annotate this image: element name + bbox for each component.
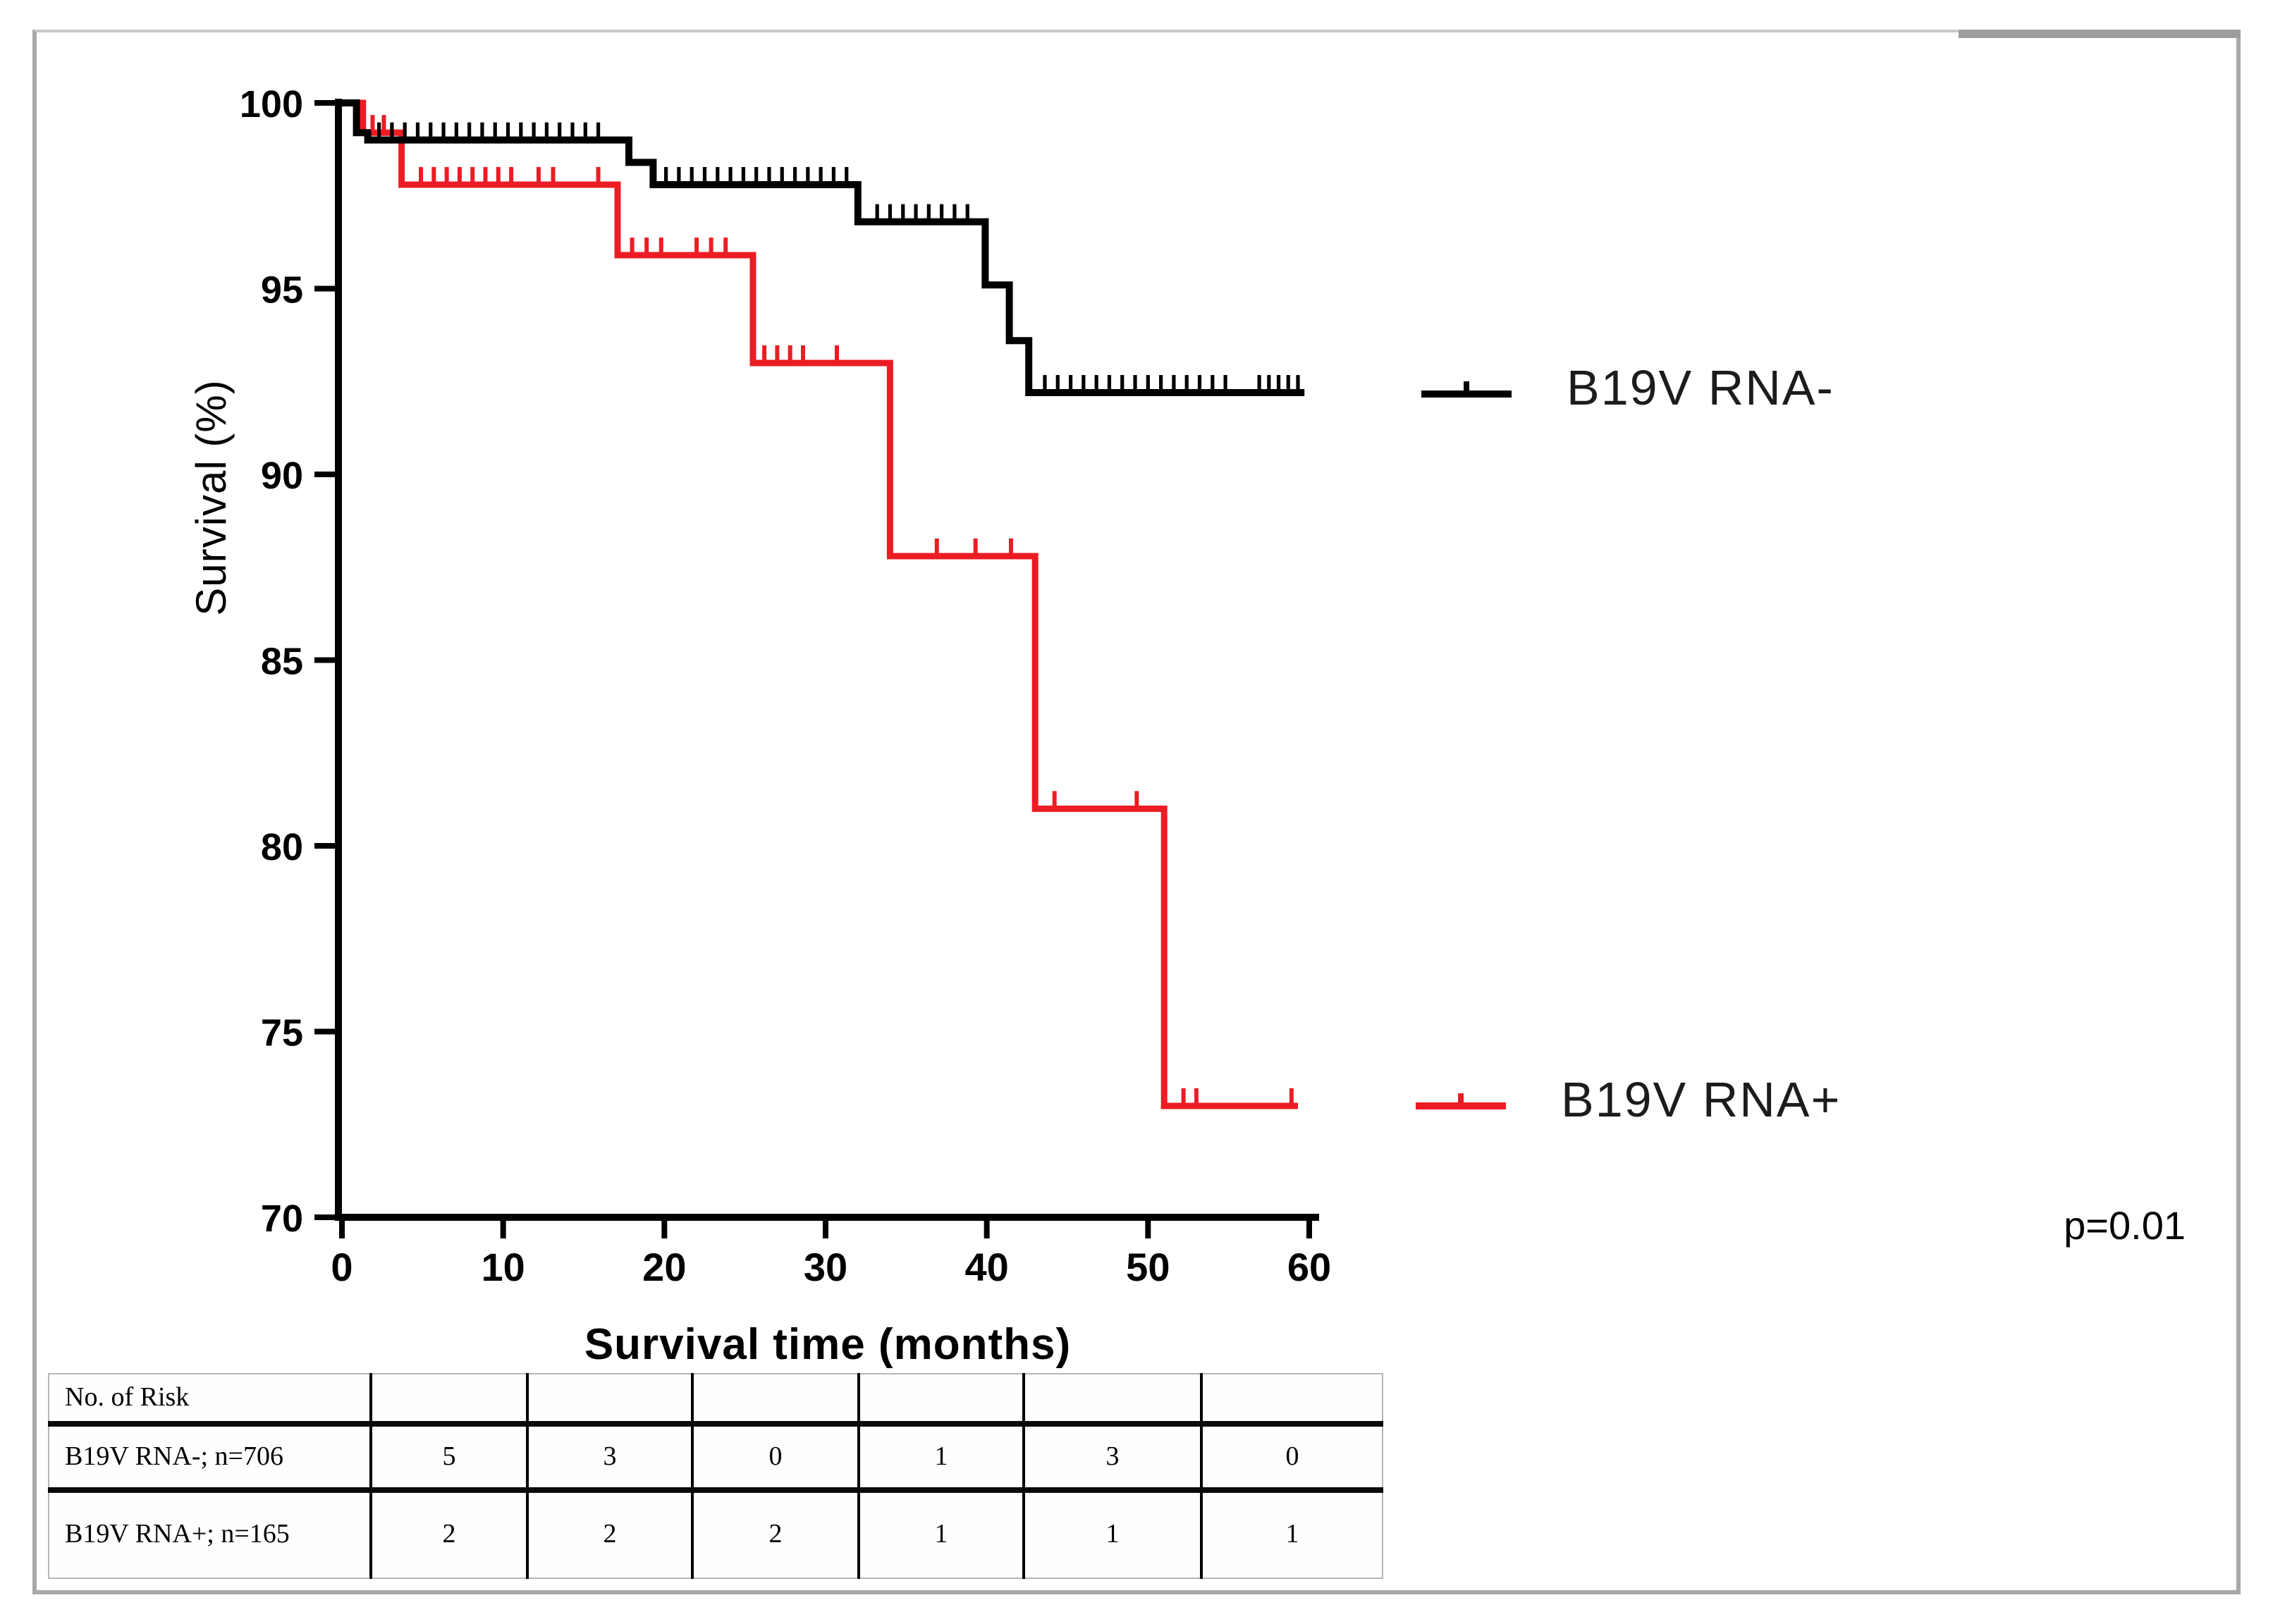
- y-tick-label: 100: [240, 83, 303, 125]
- x-tick-label: 40: [965, 1245, 1009, 1289]
- legend-line-tick-icon: [1416, 1093, 1506, 1109]
- number-at-risk-table: No. of Risk B19V RNA-; n=706 5 3 0 1 3 0 B19V R…: [48, 1373, 1383, 1579]
- risk-count-cell: 0: [1200, 1424, 1383, 1493]
- x-axis-title: Survival time (months): [584, 1320, 1072, 1369]
- risk-row-label-rna-negative: B19V RNA-; n=706: [49, 1424, 371, 1493]
- y-tick-label: 95: [261, 269, 303, 312]
- legend-entry-rna-positive: B19V RNA+: [1411, 1073, 1841, 1129]
- x-tick-label: 30: [804, 1245, 847, 1289]
- empty-header-cell: [857, 1374, 1024, 1427]
- survival-curve-rna-positive: [342, 99, 1298, 1109]
- y-tick-label: 85: [261, 641, 303, 683]
- empty-header-cell: [1022, 1374, 1201, 1427]
- x-tick-label: 10: [482, 1245, 525, 1289]
- table-row: No. of Risk: [49, 1374, 1383, 1427]
- risk-count-cell: 3: [1022, 1424, 1201, 1493]
- y-tick-label: 90: [261, 455, 303, 497]
- legend-label: B19V RNA-: [1567, 361, 1834, 416]
- y-tick-label: 70: [261, 1198, 303, 1240]
- risk-count-cell: 1: [1022, 1490, 1201, 1578]
- x-tick-label: 50: [1126, 1245, 1170, 1289]
- legend-entry-rna-negative: B19V RNA-: [1417, 361, 1834, 417]
- legend-label: B19V RNA+: [1561, 1073, 1842, 1128]
- survival-curve-rna-negative: [342, 99, 1305, 396]
- risk-count-cell: 0: [691, 1424, 859, 1493]
- risk-count-cell: 5: [369, 1424, 527, 1493]
- empty-header-cell: [1200, 1374, 1383, 1427]
- y-axis-title: Survival (%): [189, 379, 235, 616]
- x-tick-label: 20: [642, 1245, 686, 1289]
- y-tick-label: 80: [261, 826, 303, 868]
- risk-count-cell: 2: [369, 1490, 527, 1578]
- risk-count-cell: 2: [691, 1490, 859, 1578]
- risk-count-cell: 1: [857, 1424, 1024, 1493]
- risk-count-cell: 1: [857, 1490, 1024, 1578]
- empty-header-cell: [526, 1374, 692, 1427]
- risk-table-title: No. of Risk: [49, 1374, 371, 1427]
- y-tick-label: 75: [261, 1012, 303, 1054]
- frame-top-right-strip: [1959, 30, 2241, 38]
- risk-count-cell: 3: [526, 1424, 692, 1493]
- empty-header-cell: [691, 1374, 859, 1427]
- x-tick-label: 0: [331, 1245, 353, 1289]
- table-row: B19V RNA-; n=706 5 3 0 1 3 0: [49, 1424, 1383, 1493]
- risk-count-cell: 2: [526, 1490, 692, 1578]
- figure-frame: [32, 30, 2241, 1594]
- x-tick-label: 60: [1287, 1245, 1331, 1289]
- empty-header-cell: [369, 1374, 527, 1427]
- risk-count-cell: 1: [1200, 1490, 1383, 1578]
- table-row: B19V RNA+; n=165 2 2 2 1 1 1: [49, 1490, 1383, 1578]
- risk-row-label-rna-positive: B19V RNA+; n=165: [65, 1520, 290, 1549]
- legend-line-tick-icon: [1421, 381, 1512, 398]
- p-value-label: p=0.01: [2064, 1204, 2186, 1248]
